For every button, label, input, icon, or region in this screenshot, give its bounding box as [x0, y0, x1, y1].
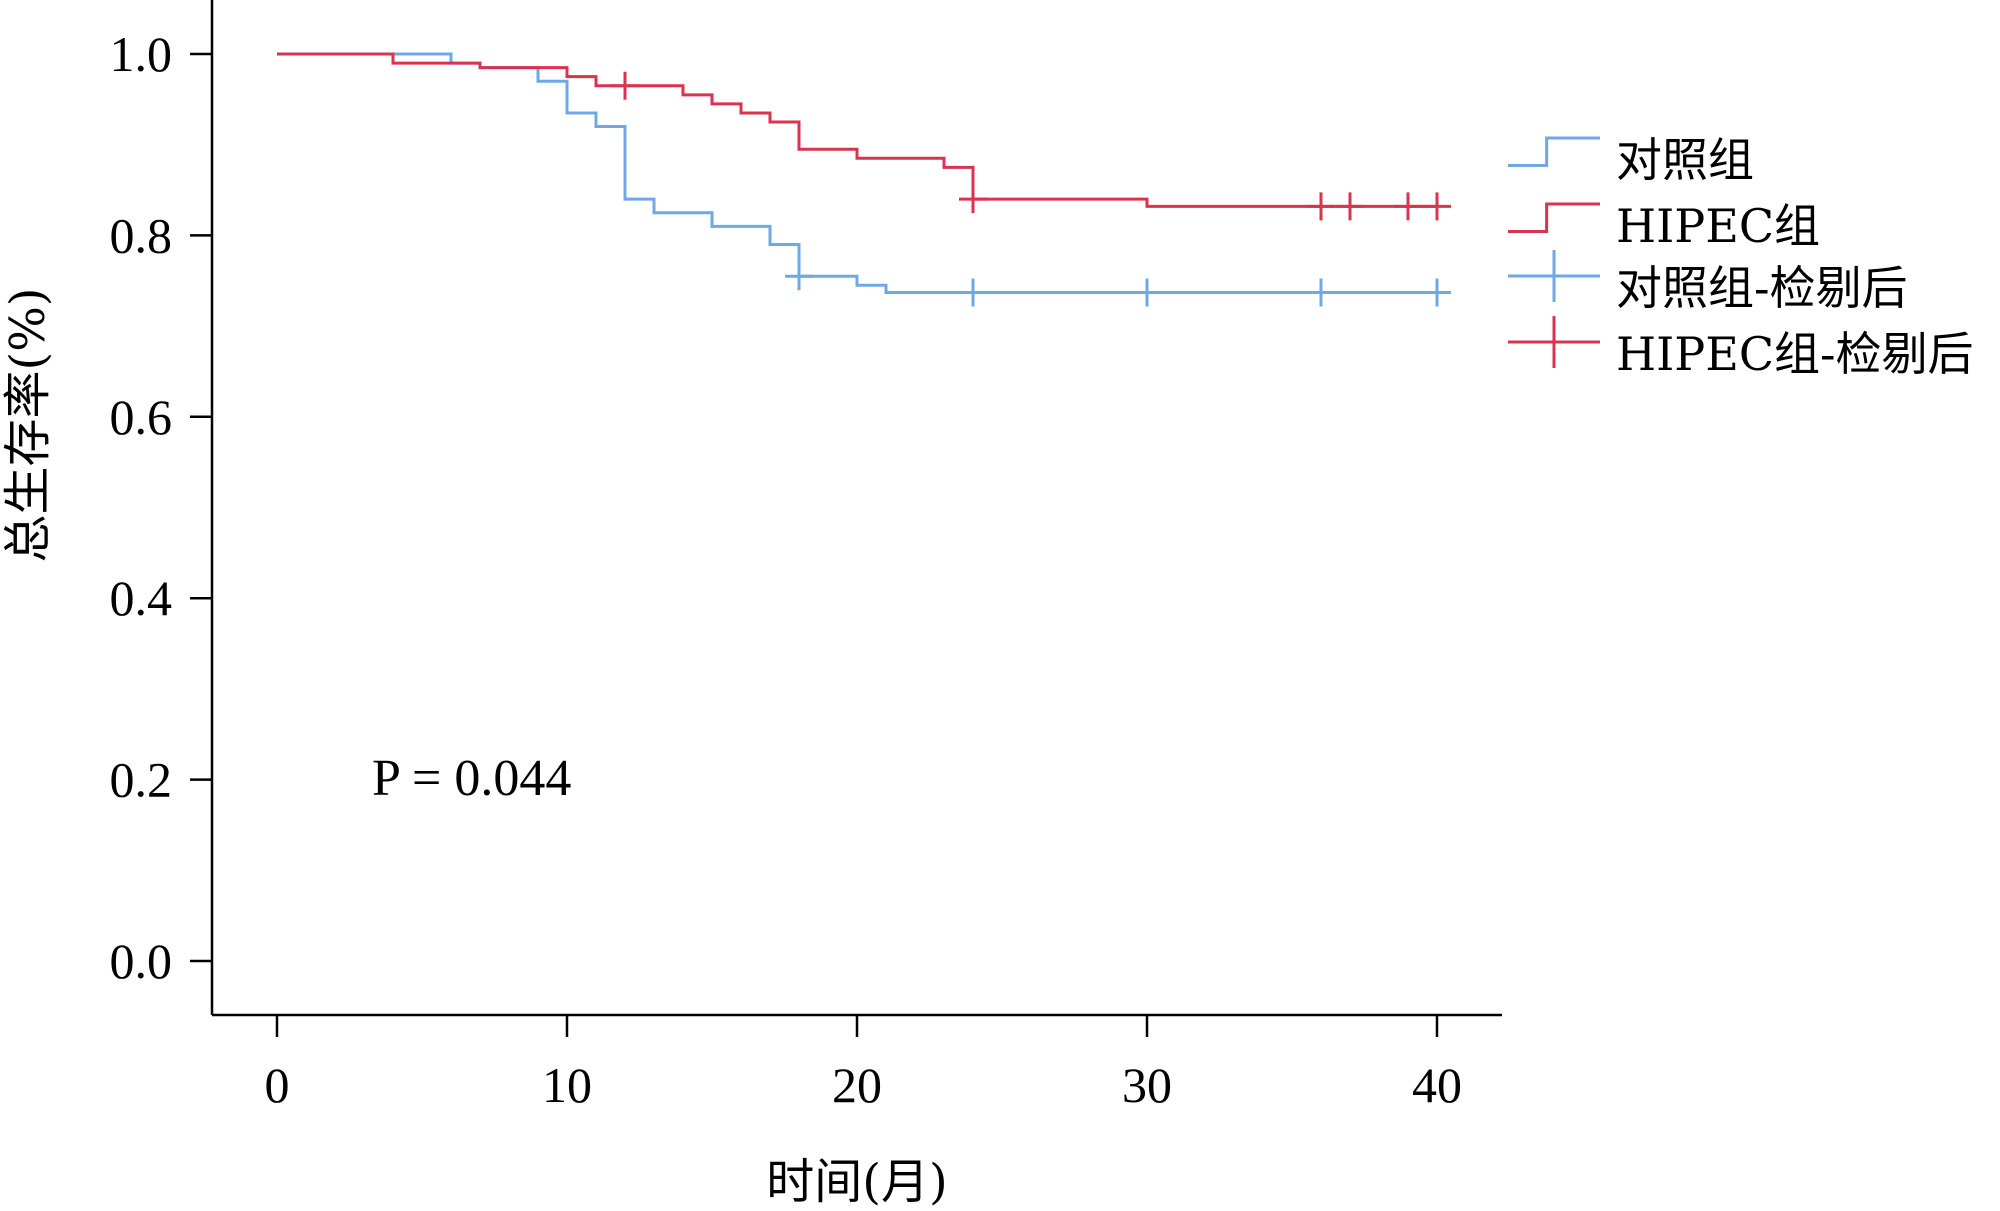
y-tick-label: 0.4 [110, 570, 173, 626]
censor-mark [1423, 192, 1451, 221]
legend-label: HIPEC组 [1616, 199, 1820, 253]
censor-mark [1336, 192, 1364, 221]
censor-mark [959, 278, 987, 307]
series-layer [277, 52, 1451, 307]
legend-item: 对照组 [1508, 133, 1754, 187]
y-tick-label: 0.8 [110, 207, 173, 263]
y-axis-title: 总生存率(%) [0, 287, 56, 562]
x-tick-label: 40 [1412, 1057, 1462, 1113]
censor-mark [1394, 192, 1422, 221]
legend-item: 对照组-检剔后 [1508, 250, 1908, 315]
censor-mark [959, 185, 987, 214]
y-tick-label: 0.0 [110, 933, 173, 989]
censor-mark [785, 262, 813, 291]
legend-item: HIPEC组-检剔后 [1508, 316, 1974, 381]
y-ticks: 0.0 0.2 0.4 0.6 0.8 1.0 [110, 26, 212, 989]
legend-step-symbol [1508, 202, 1600, 233]
legend-label: 对照组 [1616, 133, 1754, 187]
legend-label: 对照组-检剔后 [1616, 261, 1908, 315]
y-tick-label: 0.2 [110, 752, 173, 808]
legend-label: HIPEC组-检剔后 [1616, 327, 1974, 381]
censor-mark [611, 71, 639, 100]
censor-mark [1423, 278, 1451, 307]
y-tick-label: 0.6 [110, 389, 173, 445]
x-ticks: 0 10 20 30 40 [265, 1015, 1462, 1113]
y-tick-label: 1.0 [110, 26, 173, 82]
censor-mark [1307, 192, 1335, 221]
legend-item: HIPEC组 [1508, 199, 1820, 253]
x-axis-title: 时间(月) [766, 1154, 947, 1210]
censor-mark [1307, 278, 1335, 307]
x-tick-label: 20 [832, 1057, 882, 1113]
censor-mark [1133, 278, 1161, 307]
x-tick-label: 10 [542, 1057, 592, 1113]
p-value-annotation: P = 0.044 [372, 750, 571, 807]
series-line-1 [277, 52, 1437, 295]
x-tick-label: 30 [1122, 1057, 1172, 1113]
x-tick-label: 0 [265, 1057, 290, 1113]
series-line-2 [277, 52, 1437, 208]
legend-step-symbol [1508, 136, 1600, 167]
